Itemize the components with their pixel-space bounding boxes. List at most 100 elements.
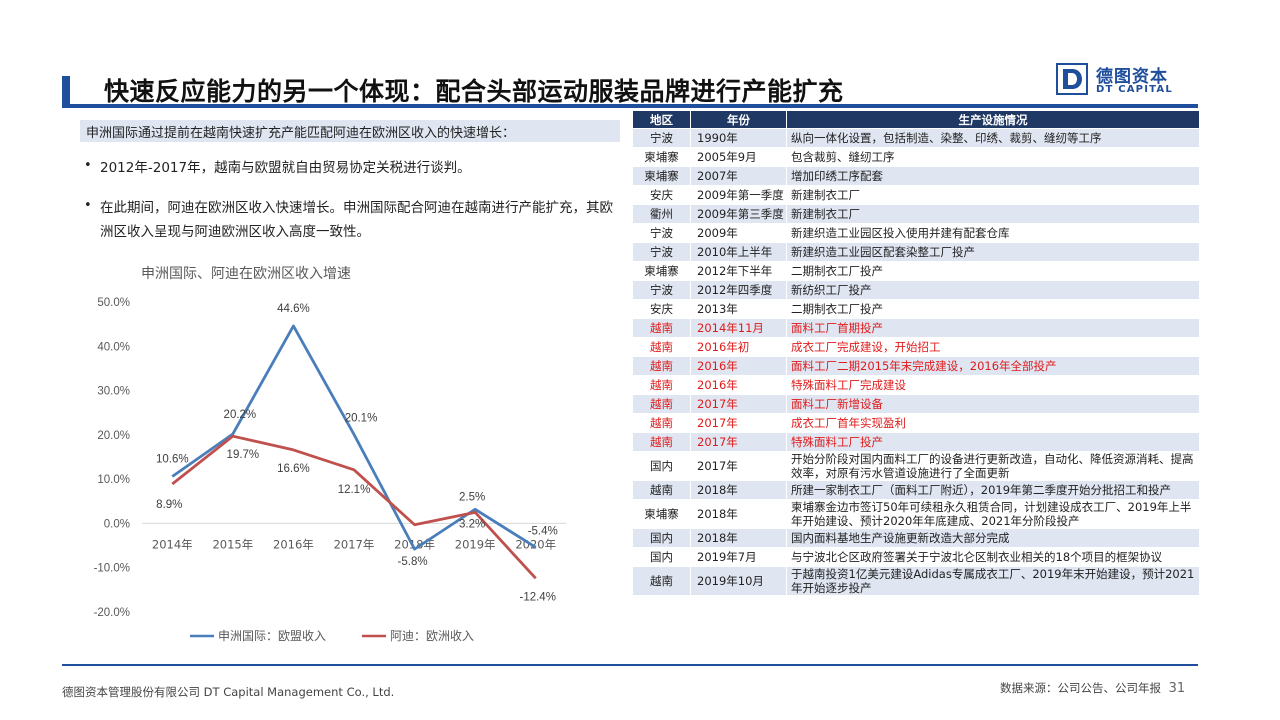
cell-facility: 成衣工厂完成建设，开始招工 [786,337,1200,357]
cell-region: 越南 [632,394,691,414]
table-row: 越南 2017年 特殊面料工厂投产 [632,432,1200,452]
cell-facility: 二期制衣工厂投产 [786,261,1200,281]
x-tick-label: 2014年 [152,537,193,551]
cell-facility: 特殊面料工厂投产 [786,432,1200,452]
cell-year: 2017年 [690,394,787,414]
x-tick-label: 2019年 [455,537,496,551]
y-tick-label: -20.0% [94,607,130,619]
growth-line-chart: 申洲国际、阿迪在欧洲区收入增速 50.0% 40.0% 30.0% 20.0% 10.0%… [80,258,626,658]
intro-text: 申洲国际通过提前在越南快速扩充产能匹配阿迪在欧洲区收入的快速增长： [80,120,620,142]
table-row: 安庆 2009年第一季度 新建制衣工厂 [632,185,1200,205]
cell-year: 2016年 [690,375,787,395]
cell-region: 柬埔寨 [632,147,691,167]
cell-year: 2016年 [690,356,787,376]
legend-label: 申洲国际：欧盟收入 [218,629,326,643]
cell-region: 越南 [632,480,691,500]
cell-region: 越南 [632,413,691,433]
cell-region: 安庆 [632,299,691,319]
cell-facility: 特殊面料工厂完成建设 [786,375,1200,395]
cell-year: 2005年9月 [690,147,787,167]
table-row: 柬埔寨 2012年下半年 二期制衣工厂投产 [632,261,1200,281]
data-label: 44.6% [277,303,310,315]
y-tick-label: 40.0% [97,341,130,353]
facility-table: 地区 年份 生产设施情况 宁波 1990年 纵向一体化设置，包括制造、染整、印绣、裁… [632,110,1200,596]
table-row: 越南 2018年 所建一家制衣工厂（面料工厂附近），2019年第二季度开始分批招工和… [632,480,1200,500]
cell-facility: 纵向一体化设置，包括制造、染整、印绣、裁剪、缝纫等工序 [786,128,1200,148]
data-label: -12.4% [519,591,555,603]
cell-facility: 增加印绣工序配套 [786,166,1200,186]
cell-region: 国内 [632,451,691,481]
cell-facility: 开始分阶段对国内面料工厂的设备进行更新改造，自动化、降低资源消耗、提高效率，对原… [786,451,1200,481]
cell-region: 柬埔寨 [632,499,691,529]
page-number: 31 [1168,681,1186,696]
data-label: 20.1% [345,412,378,424]
cell-year: 2019年10月 [690,566,787,596]
cell-facility: 新纺织工厂投产 [786,280,1200,300]
x-tick-label: 2017年 [334,537,375,551]
x-tick-label: 2016年 [273,537,314,551]
table-row: 国内 2018年 国内面料基地生产设施更新改造大部分完成 [632,528,1200,548]
table-row: 越南 2017年 面料工厂新增设备 [632,394,1200,414]
cell-facility: 新建织造工业园区投入使用并建有配套仓库 [786,223,1200,243]
chart-svg: 申洲国际、阿迪在欧洲区收入增速 50.0% 40.0% 30.0% 20.0% 10.0%… [94,266,566,643]
cell-year: 2019年7月 [690,547,787,567]
table-row: 衢州 2009年第三季度 新建制衣工厂 [632,204,1200,224]
cell-facility: 面料工厂新增设备 [786,394,1200,414]
cell-region: 宁波 [632,242,691,262]
header-region: 地区 [632,110,691,129]
data-label: -5.8% [398,556,428,568]
table-row: 宁波 2009年 新建织造工业园区投入使用并建有配套仓库 [632,223,1200,243]
cell-facility: 柬埔寨金边市签订50年可续租永久租赁合同，计划建设成衣工厂、2019年上半年开始… [786,499,1200,529]
cell-region: 安庆 [632,185,691,205]
y-tick-label: 10.0% [97,474,130,486]
cell-year: 1990年 [690,128,787,148]
legend-label: 阿迪：欧洲收入 [390,629,474,643]
footer-source: 数据来源：公司公告、公司年报 31 [1000,680,1185,696]
table-row: 越南 2019年10月 于越南投资1亿美元建设Adidas专属成衣工厂、2019年末… [632,566,1200,596]
data-label: 16.6% [277,463,310,475]
header-facility: 生产设施情况 [786,110,1200,129]
cell-region: 宁波 [632,223,691,243]
table-row: 国内 2019年7月 与宁波北仑区政府签署关于宁波北仑区制衣业相关的18个项目的框架… [632,547,1200,567]
cell-facility: 面料工厂首期投产 [786,318,1200,338]
cell-facility: 于越南投资1亿美元建设Adidas专属成衣工厂、2019年末开始建设，预计202… [786,566,1200,596]
cell-facility: 新建织造工业园区配套染整工厂投产 [786,242,1200,262]
table-row: 安庆 2013年 二期制衣工厂投产 [632,299,1200,319]
cell-region: 国内 [632,528,691,548]
cell-region: 越南 [632,337,691,357]
cell-year: 2009年第一季度 [690,185,787,205]
table-row: 柬埔寨 2007年 增加印绣工序配套 [632,166,1200,186]
y-tick-label: -10.0% [94,563,130,575]
cell-region: 衢州 [632,204,691,224]
data-label: 20.2% [224,409,257,421]
table-row: 越南 2016年 特殊面料工厂完成建设 [632,375,1200,395]
cell-year: 2018年 [690,499,787,529]
source-text: 数据来源：公司公告、公司年报 [1000,681,1161,695]
data-label: 2.5% [459,491,485,503]
data-label: 19.7% [227,449,260,461]
cell-region: 宁波 [632,128,691,148]
cell-year: 2014年11月 [690,318,787,338]
cell-region: 越南 [632,356,691,376]
cell-facility: 国内面料基地生产设施更新改造大部分完成 [786,528,1200,548]
dt-logo-icon [1056,63,1088,95]
table-row: 越南 2017年 成衣工厂首年实现盈利 [632,413,1200,433]
chart-title: 申洲国际、阿迪在欧洲区收入增速 [141,266,351,282]
bullet-text: 在此期间，阿迪在欧洲区收入快速增长。申洲国际配合阿迪在越南进行产能扩充，其欧洲区… [100,200,613,240]
cell-facility: 与宁波北仑区政府签署关于宁波北仑区制衣业相关的18个项目的框架协议 [786,547,1200,567]
cell-facility: 成衣工厂首年实现盈利 [786,413,1200,433]
bullet-mark: • [84,158,92,173]
data-label: 12.1% [338,484,371,496]
data-label: 10.6% [156,453,189,465]
cell-year: 2018年 [690,480,787,500]
logo-text-en: DT CAPITAL [1096,84,1173,95]
logo-text-cn: 德图资本 [1096,67,1168,87]
footer-company: 德图资本管理股份有限公司 DT Capital Management Co., … [62,685,395,699]
cell-year: 2017年 [690,432,787,452]
cell-facility: 面料工厂二期2015年末完成建设，2016年全部投产 [786,356,1200,376]
cell-year: 2009年第三季度 [690,204,787,224]
cell-year: 2010年上半年 [690,242,787,262]
x-tick-label: 2015年 [212,537,253,551]
cell-region: 越南 [632,318,691,338]
cell-year: 2018年 [690,528,787,548]
